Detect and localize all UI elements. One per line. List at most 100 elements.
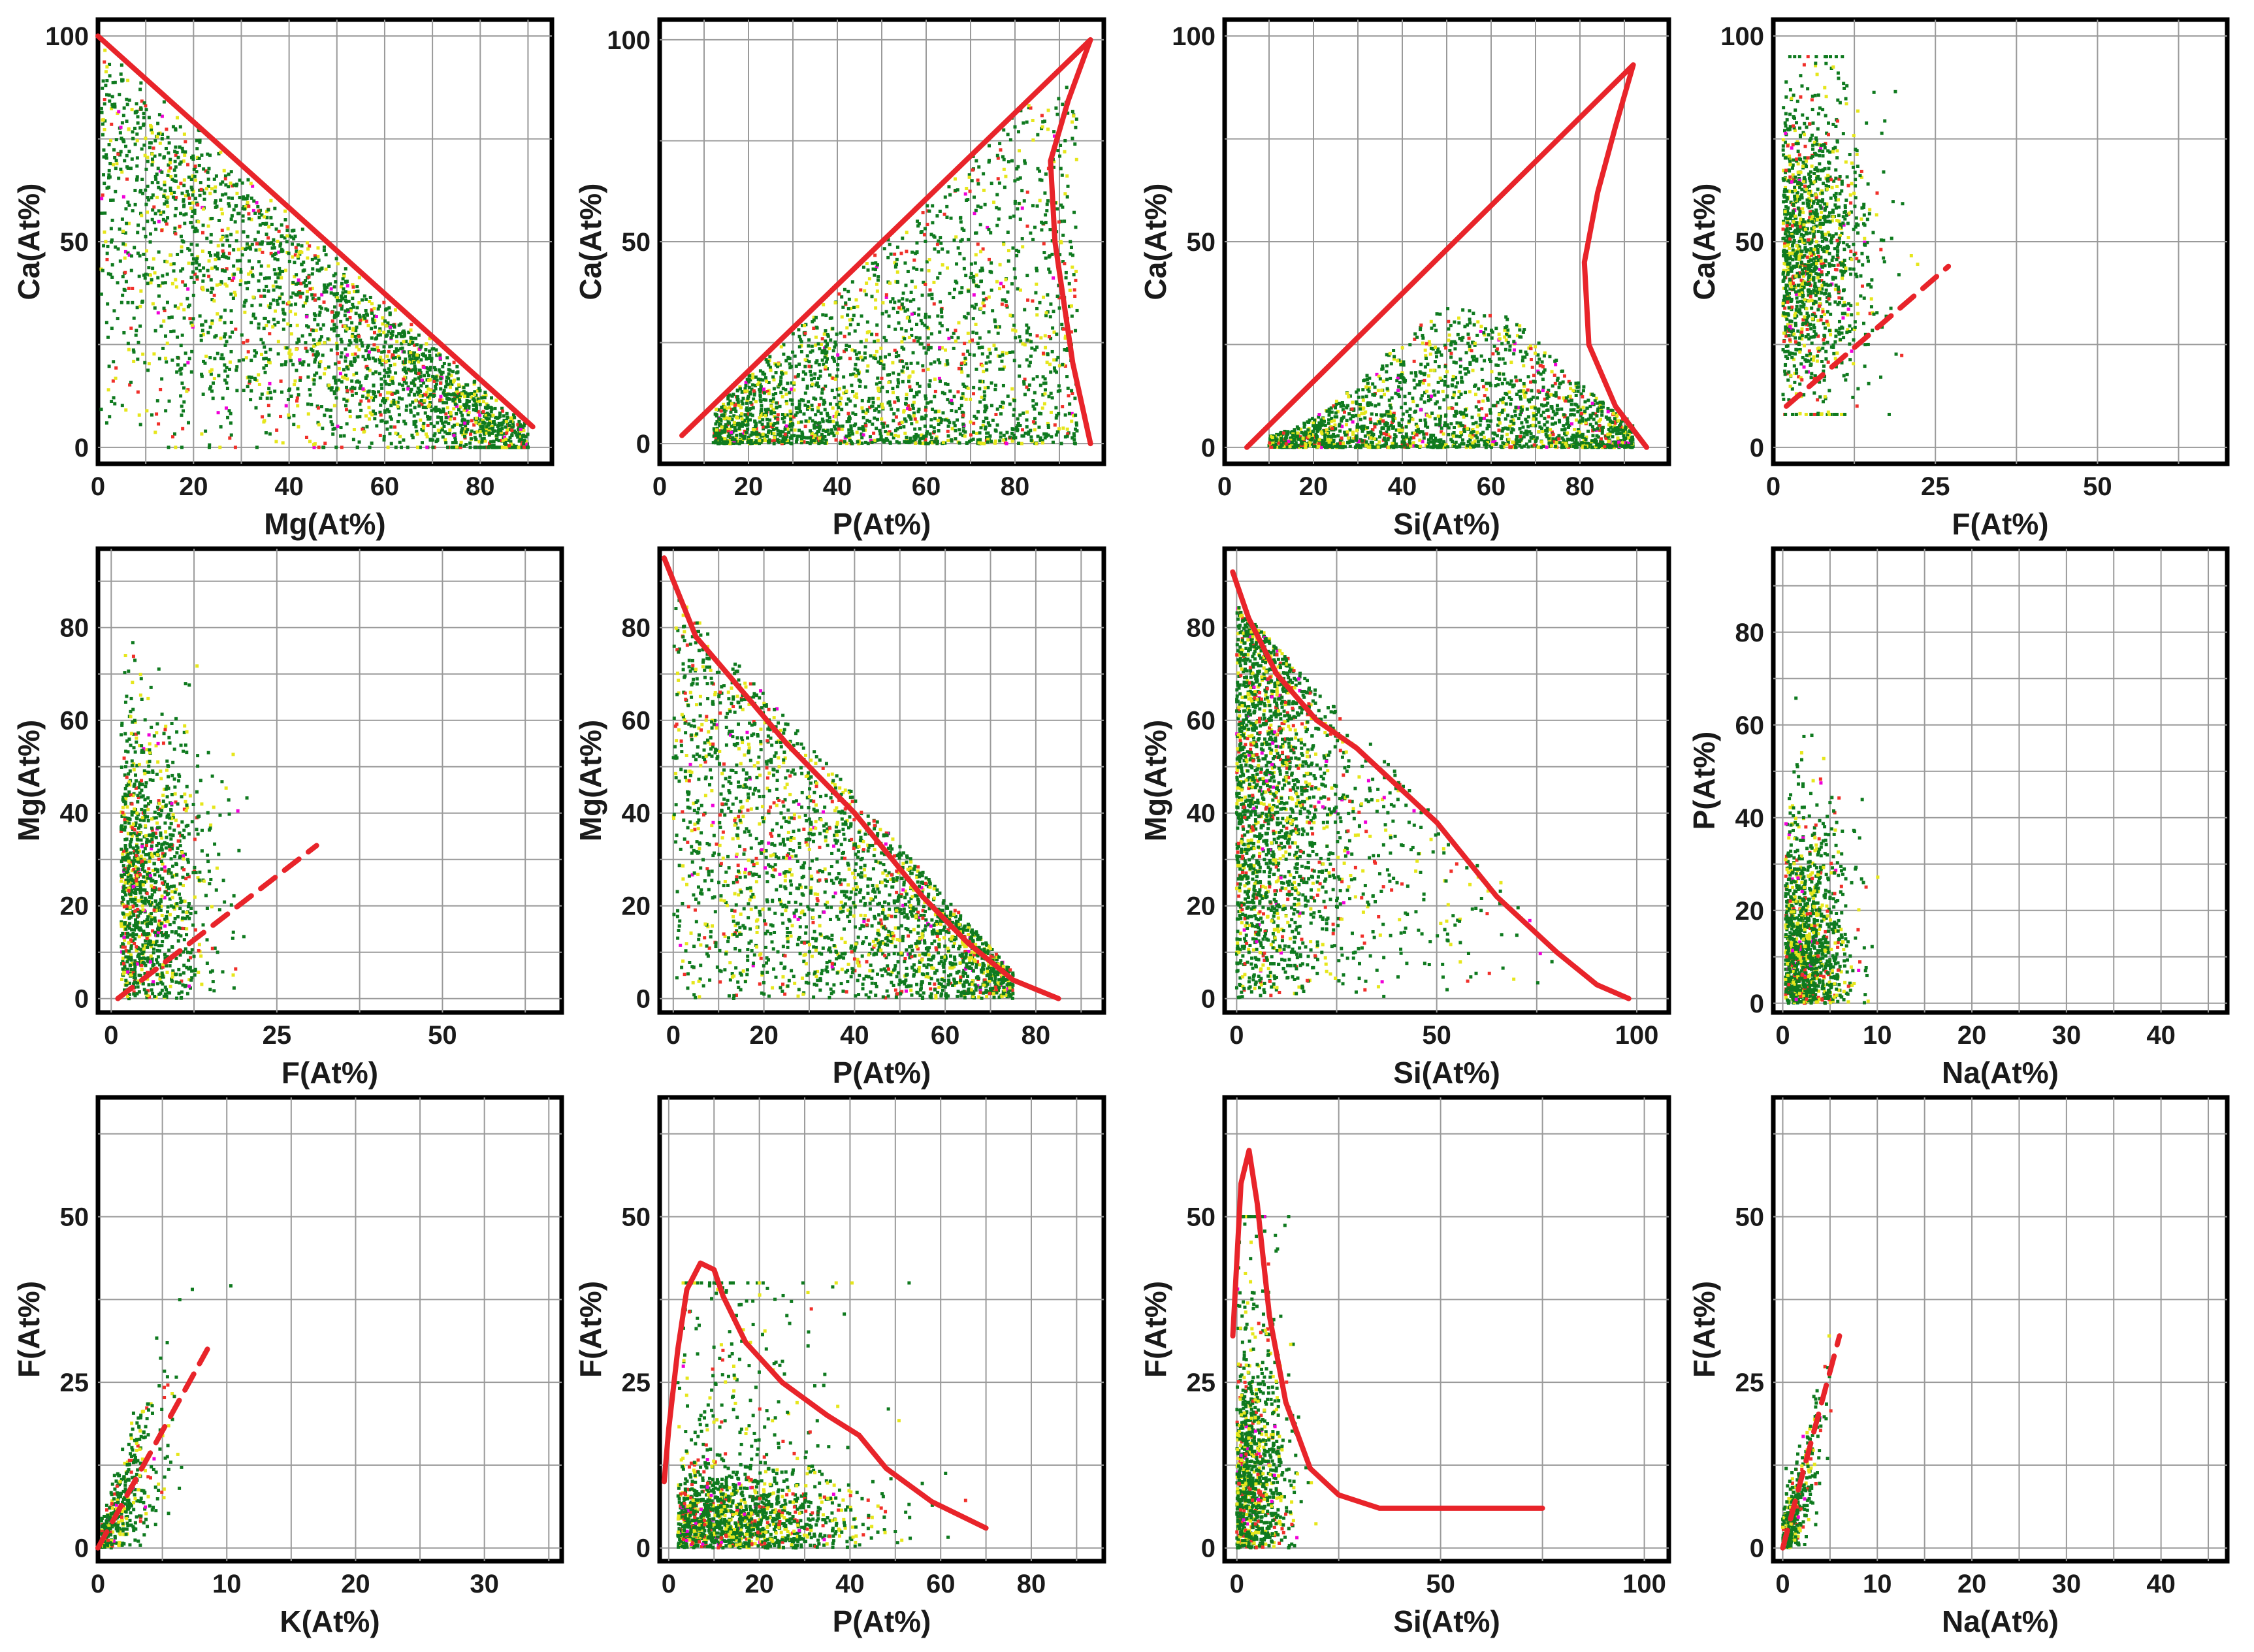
data-point xyxy=(461,417,465,421)
data-point xyxy=(155,195,159,199)
data-point xyxy=(188,201,192,205)
data-point xyxy=(215,267,219,271)
data-point xyxy=(1541,378,1545,381)
data-point xyxy=(368,295,372,299)
data-point xyxy=(389,344,393,348)
data-point xyxy=(449,410,453,414)
data-point xyxy=(353,334,357,338)
data-point xyxy=(99,292,103,296)
data-point xyxy=(1040,114,1044,118)
data-point xyxy=(327,383,331,387)
data-point xyxy=(179,269,183,273)
data-point xyxy=(169,166,172,170)
data-point xyxy=(423,399,427,403)
data-point xyxy=(1583,400,1587,404)
data-point xyxy=(210,319,214,323)
data-point xyxy=(807,344,811,348)
data-point xyxy=(819,397,823,400)
data-point xyxy=(826,357,829,361)
data-point xyxy=(990,288,993,292)
data-point xyxy=(457,408,461,412)
data-point xyxy=(507,444,511,448)
data-point xyxy=(783,432,787,436)
data-point xyxy=(905,397,909,400)
data-point xyxy=(452,361,456,364)
data-point xyxy=(282,327,285,331)
data-point xyxy=(315,268,319,272)
data-point xyxy=(901,291,905,295)
data-point xyxy=(773,438,777,442)
data-point xyxy=(298,378,302,382)
data-point xyxy=(726,420,730,424)
data-point xyxy=(474,445,478,449)
data-point xyxy=(1052,310,1055,314)
data-point xyxy=(333,305,337,309)
data-point xyxy=(181,150,185,154)
data-point xyxy=(180,333,184,337)
data-point xyxy=(121,242,125,246)
data-point xyxy=(994,325,998,329)
data-point xyxy=(448,428,452,432)
data-point xyxy=(347,299,351,303)
data-point xyxy=(749,418,752,422)
data-point xyxy=(761,432,765,436)
data-point xyxy=(332,274,336,278)
data-point xyxy=(140,300,144,304)
data-point xyxy=(287,251,291,255)
data-point xyxy=(208,251,212,255)
data-point xyxy=(963,315,967,319)
data-point xyxy=(728,417,732,421)
data-point xyxy=(445,397,449,400)
data-point xyxy=(838,387,842,391)
data-point xyxy=(845,442,849,445)
data-point xyxy=(198,268,202,272)
data-point xyxy=(428,397,432,400)
data-point xyxy=(1022,434,1025,438)
data-point xyxy=(1013,125,1017,129)
data-point xyxy=(345,422,349,426)
data-point xyxy=(329,415,332,419)
data-point xyxy=(355,325,359,329)
data-point xyxy=(813,372,817,376)
data-point xyxy=(135,102,138,106)
data-point xyxy=(406,367,410,371)
data-point xyxy=(363,357,367,361)
data-point xyxy=(266,320,270,324)
data-point xyxy=(318,310,322,314)
data-point xyxy=(374,337,378,341)
data-point xyxy=(1373,422,1377,426)
data-point xyxy=(257,383,261,387)
data-point xyxy=(519,445,523,449)
data-point xyxy=(255,242,259,246)
data-point xyxy=(864,440,868,444)
data-point xyxy=(432,434,436,438)
data-point xyxy=(435,353,439,357)
data-point xyxy=(385,420,389,424)
data-point xyxy=(282,300,285,304)
data-point xyxy=(1020,189,1024,193)
data-point xyxy=(355,338,359,342)
data-point xyxy=(759,385,763,389)
data-point xyxy=(103,119,107,123)
data-point xyxy=(795,437,799,441)
data-point xyxy=(752,391,756,395)
data-point xyxy=(140,99,144,103)
data-point xyxy=(240,246,244,250)
data-point xyxy=(946,398,950,402)
data-point xyxy=(397,323,401,327)
data-point xyxy=(236,267,240,271)
data-point xyxy=(768,418,772,422)
data-point xyxy=(305,324,309,328)
data-point xyxy=(987,257,991,261)
data-point xyxy=(348,316,352,319)
data-point xyxy=(123,288,127,292)
data-point xyxy=(103,48,107,52)
data-point xyxy=(301,304,305,308)
data-point xyxy=(329,348,333,352)
data-point xyxy=(871,267,875,271)
data-point xyxy=(100,110,104,114)
data-point xyxy=(1063,138,1067,142)
data-point xyxy=(472,380,476,384)
data-point xyxy=(432,380,436,383)
data-point xyxy=(866,442,870,445)
